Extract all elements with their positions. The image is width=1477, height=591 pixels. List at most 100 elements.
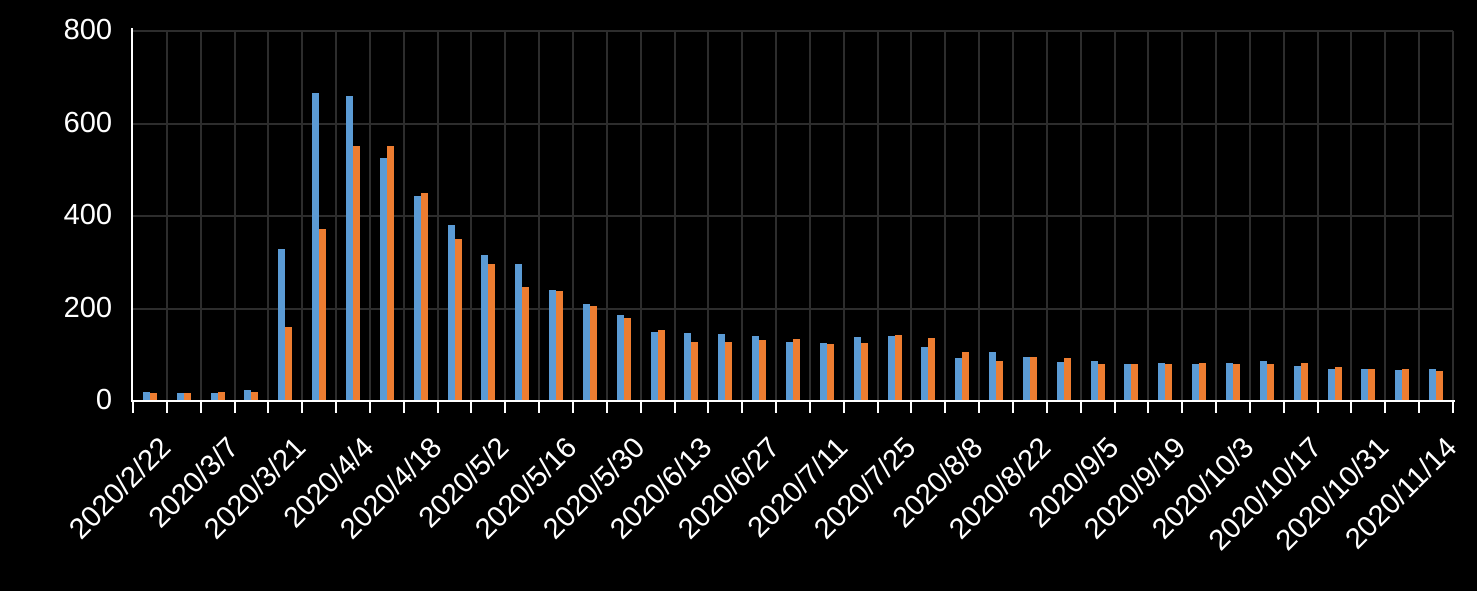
column	[1182, 31, 1216, 401]
gridline-vertical	[842, 31, 845, 401]
x-tick-mark	[470, 402, 473, 413]
bar-blue	[1056, 362, 1064, 401]
bar-blue	[616, 315, 624, 401]
gridline-horizontal	[133, 30, 1453, 32]
bar-blue	[1022, 356, 1030, 401]
bar-orange	[454, 239, 462, 401]
column	[573, 31, 607, 401]
x-tick-mark	[707, 402, 710, 413]
column	[1385, 31, 1419, 401]
column	[1351, 31, 1385, 401]
column	[201, 31, 235, 401]
bar-orange	[691, 342, 699, 401]
gridline-vertical	[1215, 31, 1218, 401]
column	[742, 31, 776, 401]
column	[1081, 31, 1115, 401]
y-tick-label: 200	[63, 291, 112, 324]
x-tick-mark	[1215, 402, 1218, 413]
bar-orange	[251, 392, 259, 401]
column	[1419, 31, 1453, 401]
bar-orange	[1334, 366, 1342, 401]
gridline-vertical	[910, 31, 913, 401]
gridline-vertical	[267, 31, 270, 401]
x-tick-mark	[978, 402, 981, 413]
gridline-vertical	[707, 31, 710, 401]
x-tick-mark	[572, 402, 574, 413]
x-tick-mark	[910, 402, 913, 413]
bar-blue	[447, 224, 455, 401]
column	[708, 31, 742, 401]
gridline-horizontal	[133, 215, 1453, 217]
bar-blue	[549, 290, 557, 401]
bar-orange	[860, 342, 868, 401]
column	[945, 31, 979, 401]
x-tick-mark	[301, 402, 304, 413]
gridline-vertical	[605, 31, 608, 401]
bar-blue	[481, 255, 489, 401]
bar-blue	[853, 337, 861, 401]
x-tick-mark	[1282, 402, 1285, 413]
bar-blue	[1090, 361, 1098, 401]
bar-blue	[413, 196, 421, 401]
x-tick-mark	[605, 402, 608, 413]
gridline-vertical	[808, 31, 811, 401]
column	[302, 31, 336, 401]
bar-orange	[1097, 363, 1105, 401]
x-tick-mark	[775, 402, 778, 413]
column	[404, 31, 438, 401]
bar-blue	[650, 332, 658, 401]
bar-orange	[1131, 363, 1139, 401]
bar-orange	[1199, 363, 1207, 401]
x-tick-mark	[1418, 402, 1421, 413]
gridline-vertical	[1248, 31, 1251, 401]
bar-orange	[928, 337, 936, 401]
x-tick-mark	[1350, 402, 1353, 413]
column	[675, 31, 709, 401]
bar-blue	[210, 393, 218, 401]
column	[471, 31, 505, 401]
bar-orange	[217, 392, 225, 401]
column	[1013, 31, 1047, 401]
gridline-horizontal	[133, 307, 1453, 310]
gridline-vertical	[876, 31, 879, 401]
gridline-vertical	[1045, 31, 1048, 401]
bar-orange	[589, 305, 597, 401]
x-tick-mark	[1452, 402, 1454, 413]
bar-orange	[1436, 370, 1444, 401]
bar-orange	[1165, 363, 1173, 401]
bar-orange	[1029, 356, 1037, 401]
gridline-vertical	[1452, 31, 1454, 401]
x-tick-mark	[233, 402, 236, 413]
bar-blue	[1293, 366, 1301, 401]
y-tick-label: 400	[63, 199, 112, 231]
bar-orange	[623, 317, 631, 401]
column	[979, 31, 1013, 401]
bar-blue	[819, 343, 827, 401]
x-tick-mark	[1384, 402, 1387, 413]
bar-blue	[515, 264, 523, 401]
x-tick-mark	[944, 402, 947, 413]
bar-orange	[894, 334, 902, 401]
column	[438, 31, 472, 401]
bar-orange	[996, 360, 1004, 401]
gridline-vertical	[775, 31, 778, 401]
bar-blue	[1395, 370, 1403, 401]
column	[911, 31, 945, 401]
bar-orange	[826, 344, 834, 401]
column	[607, 31, 641, 401]
x-tick-mark	[1181, 402, 1184, 413]
bar-orange	[183, 392, 191, 401]
gridline-vertical	[402, 31, 405, 401]
bar-orange	[420, 193, 428, 401]
x-tick-mark	[199, 402, 202, 413]
x-tick-mark	[436, 402, 439, 413]
column	[268, 31, 302, 401]
x-tick-mark	[1316, 402, 1319, 413]
bar-blue	[582, 304, 590, 401]
bar-blue	[176, 393, 184, 401]
y-tick-label: 600	[63, 106, 112, 139]
column	[1318, 31, 1352, 401]
gridline-vertical	[1418, 31, 1421, 401]
gridline-vertical	[368, 31, 371, 401]
